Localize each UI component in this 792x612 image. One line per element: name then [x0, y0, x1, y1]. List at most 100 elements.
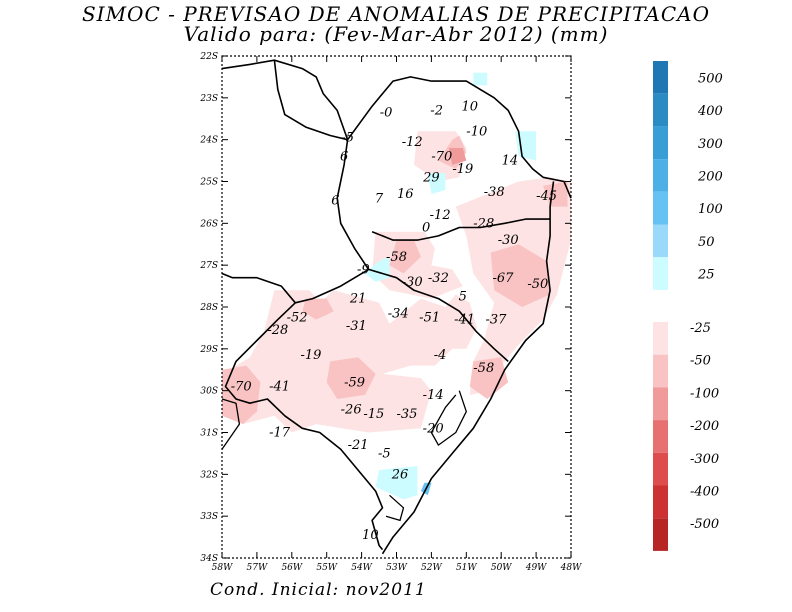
- legend-label: 25: [697, 268, 715, 283]
- legend-label: -25: [690, 321, 711, 336]
- anomaly-value: 6: [331, 193, 339, 208]
- legend-swatch-positive: [653, 191, 668, 225]
- lon-label: 54W: [351, 563, 372, 573]
- anomaly-value: -4: [434, 348, 447, 363]
- legend-label: 50: [698, 235, 715, 250]
- anomaly-value: -9: [357, 262, 370, 277]
- border-ms-pr: [273, 60, 348, 141]
- legend-swatch-positive: [653, 224, 668, 258]
- anomaly-value: -2: [430, 103, 443, 118]
- anomaly-value: -67: [492, 271, 514, 286]
- neg-strong-north: [448, 148, 467, 165]
- axis-ticks: 22S23S24S25S26S27S28S29S30S31S32S33S34S5…: [199, 52, 582, 573]
- legend-swatch-positive: [653, 159, 668, 192]
- legend-label: -50: [690, 354, 711, 369]
- anomaly-value: -14: [423, 388, 444, 403]
- anomaly-value: -35: [397, 407, 418, 422]
- lon-label: 52W: [421, 563, 442, 573]
- neg-mid-frontier: [302, 298, 334, 320]
- legend-swatch-negative: [653, 387, 668, 421]
- pos-area-border: [365, 256, 390, 282]
- neg-mid-east: [490, 244, 551, 307]
- anomaly-value: -5: [341, 131, 354, 146]
- legend-swatch-negative: [653, 420, 668, 453]
- anomaly-value: -19: [452, 162, 473, 177]
- anomaly-value: -70: [231, 380, 252, 395]
- lagoa-dos-patos: [430, 390, 467, 446]
- anomaly-value: -21: [348, 438, 369, 453]
- anomaly-value: 5: [459, 290, 467, 305]
- anomaly-value: -26: [341, 403, 362, 418]
- anomaly-value: -20: [423, 421, 444, 436]
- anomaly-value: -51: [419, 311, 440, 326]
- border-rs-uruguay: [224, 302, 384, 551]
- anomaly-value: 10: [462, 99, 479, 114]
- pos-area-south: [375, 466, 418, 500]
- anomaly-value: 14: [502, 154, 519, 169]
- anomaly-value: -17: [269, 426, 291, 441]
- lon-label: 49W: [525, 563, 547, 573]
- initial-condition-note: Cond. Inicial: nov2011: [210, 580, 427, 600]
- legend-label: 100: [698, 202, 723, 217]
- legend-swatch-positive: [653, 257, 668, 290]
- neg-mid-west: [222, 365, 261, 425]
- legend-swatch-negative: [653, 485, 668, 519]
- lat-label: 25S: [199, 178, 218, 188]
- state-borders: [221, 59, 572, 555]
- color-legend: 500 400 300 200 100 50 25 -25 -50 -100 -200 -300 -40…: [653, 61, 723, 551]
- anomaly-value: 10: [362, 528, 379, 543]
- anomaly-value: -37: [485, 313, 507, 328]
- legend-swatch-positive: [653, 61, 668, 94]
- lon-label: 53W: [386, 563, 407, 573]
- lon-label: 56W: [281, 563, 302, 573]
- lagoa-mirim: [385, 494, 405, 522]
- legend-swatch-negative: [653, 518, 668, 551]
- lat-label: 30S: [200, 387, 218, 397]
- legend-label: -300: [690, 452, 719, 467]
- lat-label: 31S: [200, 429, 218, 439]
- legend-label: -200: [690, 419, 719, 434]
- lon-label: 57W: [247, 563, 268, 573]
- border-argentina-uruguay: [221, 398, 241, 450]
- anomaly-value: 7: [375, 191, 384, 206]
- anomaly-value: -30: [498, 233, 519, 248]
- anomaly-value: 6: [340, 149, 348, 164]
- legend-swatch-negative: [653, 452, 668, 486]
- legend-swatch-positive: [653, 126, 668, 160]
- anomaly-value: -32: [428, 271, 449, 286]
- anomaly-value: -31: [346, 319, 367, 334]
- lat-label: 24S: [199, 136, 218, 146]
- pos-area-top: [473, 72, 488, 86]
- legend-swatch-positive: [653, 93, 668, 127]
- anomaly-value: -10: [466, 124, 487, 139]
- lat-label: 28S: [199, 303, 218, 313]
- pos-area-center-north: [427, 173, 446, 195]
- anomaly-value: 0: [422, 221, 430, 236]
- anomaly-value: -52: [287, 311, 308, 326]
- legend-label: -400: [690, 485, 719, 500]
- neg-mid-coast: [469, 357, 509, 399]
- legend-label: 500: [698, 71, 723, 86]
- anomaly-value: -58: [386, 250, 407, 265]
- map-title: SIMOC - PREVISAO DE ANOMALIAS DE PRECIPI…: [81, 2, 711, 26]
- legend-swatch-negative: [653, 322, 668, 355]
- lat-label: 26S: [199, 219, 218, 229]
- anomaly-value: -70: [431, 149, 452, 164]
- anomaly-value: -41: [269, 380, 290, 395]
- anomaly-value: -58: [473, 361, 494, 376]
- lon-label: 55W: [316, 563, 337, 573]
- lon-label: 50W: [491, 563, 512, 573]
- legend-label: 200: [697, 169, 723, 184]
- border-paraguay-argentina: [221, 59, 370, 304]
- lat-label: 29S: [199, 345, 218, 355]
- lat-label: 27S: [199, 261, 218, 271]
- lon-label: 51W: [456, 563, 477, 573]
- lon-label: 58W: [212, 563, 233, 573]
- lon-label: 48W: [560, 563, 582, 573]
- map-subtitle: Valido para: (Fev-Mar-Abr 2012) (mm): [183, 22, 609, 46]
- neg-mid-center: [326, 357, 376, 399]
- anomaly-value: -41: [454, 313, 475, 328]
- anomaly-value: -59: [344, 375, 365, 390]
